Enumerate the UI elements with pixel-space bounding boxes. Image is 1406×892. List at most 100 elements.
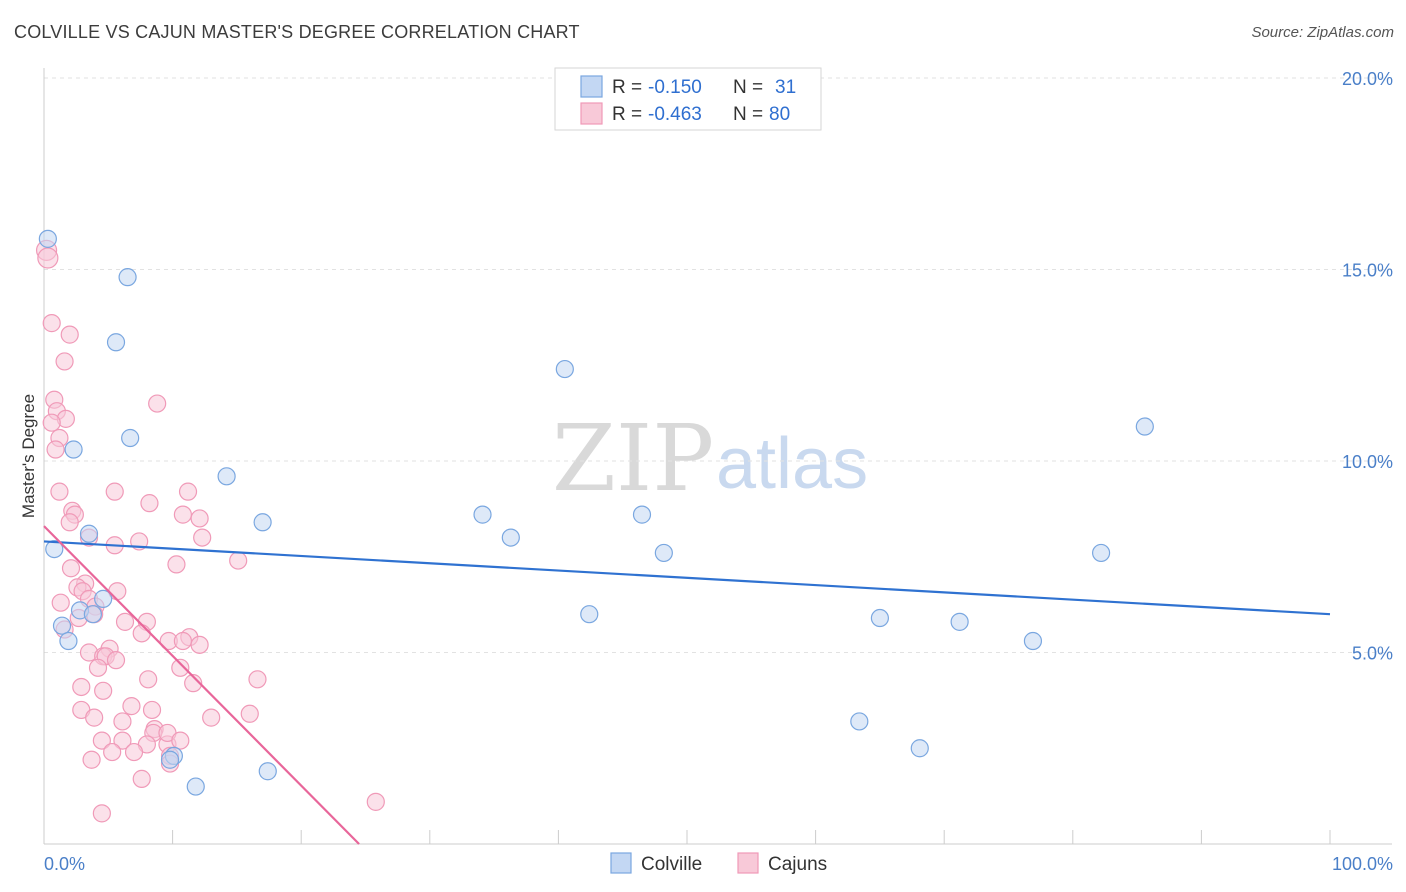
cajuns-point [142,700,162,720]
cajuns-point [94,681,113,700]
colville-point [79,524,99,543]
cajuns-point [82,750,101,769]
cajuns-point [105,482,124,501]
colville-point [83,605,102,624]
cajuns-point [55,352,74,371]
colville-point [94,589,113,608]
colville-point [555,359,574,379]
cajuns-point [106,651,126,670]
colville-point [64,440,83,459]
colville-point [217,467,236,486]
colville-point [38,229,57,248]
colville-point [118,268,137,287]
cajuns-point [103,742,122,762]
legend-cajuns-r-label: R = [612,104,642,125]
cajuns-point [51,593,70,612]
colville-points [38,229,1154,796]
legend-cajuns-swatch [580,102,603,125]
colville-point [870,608,890,628]
legend-bottom-colville-label: Colville [641,854,702,875]
colville-point [950,612,969,631]
cajuns-point [240,704,259,723]
cajuns-point [140,494,159,513]
cajuns-point [113,731,132,750]
watermark-atlas: atlas [716,424,868,504]
legend-colville-n-label: N = [733,77,763,98]
colville-point [501,528,520,547]
x-tick-label-1: 100.0% [1332,854,1393,874]
cajuns-point [124,742,144,762]
colville-point [160,750,180,769]
legend-bottom-colville-swatch [610,852,632,874]
chart-title: COLVILLE VS CAJUN MASTER'S DEGREE CORREL… [14,22,580,42]
colville-point [654,543,673,563]
cajuns-point [173,631,192,651]
trend-lines [43,525,1331,845]
y-tick-label-0: 5.0% [1352,644,1393,664]
legend-colville-r-label: R = [612,77,642,98]
cajuns-points [35,239,385,823]
cajuns-point [72,677,91,697]
colville-point [106,333,126,352]
colville-point [473,505,492,524]
colville-point [253,513,272,532]
cajuns-point [92,804,111,823]
cajuns-point [190,509,209,528]
cajuns-point [46,440,65,459]
cajuns-point [171,658,190,677]
colville-point [632,505,652,524]
colville-point [59,631,78,651]
cajuns-point [178,482,198,501]
cajuns-point [202,708,221,727]
cajuns-point [115,612,135,631]
cajuns-point [248,670,267,689]
colville-point [186,777,205,796]
y-tick-labels: 5.0% 10.0% 15.0% 20.0% [1342,69,1393,664]
cajuns-point [132,624,151,643]
cajuns-point [42,413,61,432]
cajuns-point [88,658,108,677]
y-tick-label-3: 20.0% [1342,69,1393,89]
cajuns-point [132,769,151,788]
x-tick-labels: 0.0% 100.0% [44,854,1393,874]
cajuns-point [60,325,79,344]
cajuns-point [122,697,141,716]
cajuns-point [148,394,167,413]
y-tick-label-2: 15.0% [1342,261,1393,281]
watermark: ZIP atlas [552,405,868,512]
colville-trend-line [43,540,1331,616]
legend-top: R = -0.150 N = 31 R = -0.463 N = 80 [554,67,822,131]
colville-point [52,616,72,635]
y-axis-title: Master's Degree [19,394,38,518]
colville-point [258,762,277,781]
legend-bottom: Colville Cajuns [610,852,827,875]
cajuns-point [229,551,248,570]
watermark-zip: ZIP [552,405,714,512]
colville-point [45,539,64,559]
colville-point [850,712,869,731]
cajuns-point [85,708,104,727]
cajuns-point [167,555,186,574]
cajuns-point [37,247,59,269]
legend-bottom-cajuns-swatch [737,852,759,874]
axes [43,68,1392,845]
cajuns-point [50,482,69,501]
cajuns-point [193,528,212,547]
cajuns-point [139,670,158,689]
y-tick-label-1: 10.0% [1342,452,1393,472]
legend-cajuns-n-value: 80 [769,104,790,125]
colville-point [580,605,599,624]
cajuns-point [61,559,81,578]
gridlines [44,77,1392,653]
legend-cajuns-r-value: -0.463 [648,104,702,125]
cajuns-point [190,635,209,654]
cajuns-point [366,792,385,811]
cajuns-point [60,513,79,532]
cajuns-trend-line [43,525,360,845]
cajuns-point [173,505,192,524]
cajuns-point [113,712,132,731]
legend-colville-r-value: -0.150 [648,77,702,98]
colville-point [1135,417,1154,436]
colville-point [910,739,929,758]
